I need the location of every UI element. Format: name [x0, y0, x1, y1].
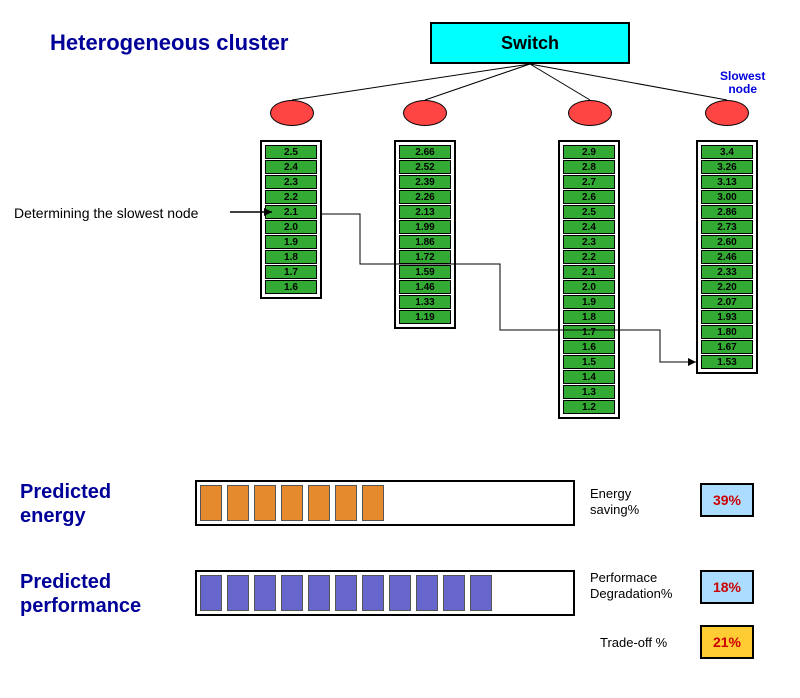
predicted-label: Predictedperformance	[20, 570, 141, 618]
node-column: 3.43.263.133.002.862.732.602.462.332.202…	[696, 140, 758, 374]
value-box: 39%	[700, 483, 754, 517]
freq-cell: 2.8	[563, 160, 615, 174]
freq-cell: 2.73	[701, 220, 753, 234]
freq-cell: 1.72	[399, 250, 451, 264]
freq-cell: 3.13	[701, 175, 753, 189]
node-ellipse	[270, 100, 314, 126]
freq-cell: 3.26	[701, 160, 753, 174]
bar-segment	[227, 575, 249, 611]
freq-cell: 2.07	[701, 295, 753, 309]
freq-cell: 2.60	[701, 235, 753, 249]
freq-cell: 2.4	[265, 160, 317, 174]
node-column: 2.92.82.72.62.52.42.32.22.12.01.91.81.71…	[558, 140, 620, 419]
node-column: 2.662.522.392.262.131.991.861.721.591.46…	[394, 140, 456, 329]
bar-segment	[389, 575, 411, 611]
freq-cell: 1.5	[563, 355, 615, 369]
freq-cell: 2.33	[701, 265, 753, 279]
metric-label: Energysaving%	[590, 486, 639, 517]
value-box: 18%	[700, 570, 754, 604]
freq-cell: 2.2	[265, 190, 317, 204]
progress-bar	[195, 480, 575, 526]
freq-cell: 1.46	[399, 280, 451, 294]
freq-cell: 2.86	[701, 205, 753, 219]
freq-cell: 1.8	[563, 310, 615, 324]
freq-cell: 1.4	[563, 370, 615, 384]
bar-segment	[308, 575, 330, 611]
freq-cell: 1.6	[265, 280, 317, 294]
freq-cell: 2.46	[701, 250, 753, 264]
value-box: 21%	[700, 625, 754, 659]
freq-cell: 1.80	[701, 325, 753, 339]
freq-cell: 1.9	[265, 235, 317, 249]
slowest-node-label: Slowestnode	[720, 70, 765, 96]
bar-segment	[335, 485, 357, 521]
freq-cell: 2.39	[399, 175, 451, 189]
bar-segment	[416, 575, 438, 611]
freq-cell: 3.4	[701, 145, 753, 159]
bar-segment	[308, 485, 330, 521]
bar-segment	[281, 575, 303, 611]
freq-cell: 2.0	[265, 220, 317, 234]
freq-cell: 2.52	[399, 160, 451, 174]
tradeoff-label: Trade-off %	[600, 635, 667, 651]
freq-cell: 1.59	[399, 265, 451, 279]
freq-cell: 2.3	[265, 175, 317, 189]
bar-segment	[200, 575, 222, 611]
freq-cell: 1.3	[563, 385, 615, 399]
bar-segment	[362, 575, 384, 611]
title: Heterogeneous cluster	[50, 30, 288, 56]
bar-segment	[227, 485, 249, 521]
freq-cell: 2.20	[701, 280, 753, 294]
freq-cell: 2.13	[399, 205, 451, 219]
freq-cell: 1.93	[701, 310, 753, 324]
freq-cell: 2.26	[399, 190, 451, 204]
bar-segment	[200, 485, 222, 521]
progress-bar	[195, 570, 575, 616]
freq-cell: 2.7	[563, 175, 615, 189]
freq-cell: 1.2	[563, 400, 615, 414]
switch-box: Switch	[430, 22, 630, 64]
bar-segment	[335, 575, 357, 611]
bar-segment	[362, 485, 384, 521]
freq-cell: 1.99	[399, 220, 451, 234]
freq-cell: 1.19	[399, 310, 451, 324]
freq-cell: 2.2	[563, 250, 615, 264]
node-ellipse	[705, 100, 749, 126]
freq-cell: 2.4	[563, 220, 615, 234]
metric-label: PerformaceDegradation%	[590, 570, 672, 601]
freq-cell: 2.1	[563, 265, 615, 279]
freq-cell: 1.67	[701, 340, 753, 354]
predicted-label: Predictedenergy	[20, 480, 111, 528]
freq-cell: 1.7	[265, 265, 317, 279]
freq-cell: 1.6	[563, 340, 615, 354]
freq-cell: 2.3	[563, 235, 615, 249]
freq-cell: 2.0	[563, 280, 615, 294]
node-ellipse	[403, 100, 447, 126]
node-ellipse	[568, 100, 612, 126]
freq-cell: 2.5	[265, 145, 317, 159]
bar-segment	[254, 575, 276, 611]
freq-cell: 2.6	[563, 190, 615, 204]
node-column: 2.52.42.32.22.12.01.91.81.71.6	[260, 140, 322, 299]
freq-cell: 2.1	[265, 205, 317, 219]
freq-cell: 2.9	[563, 145, 615, 159]
freq-cell: 1.33	[399, 295, 451, 309]
bar-segment	[254, 485, 276, 521]
freq-cell: 1.7	[563, 325, 615, 339]
freq-cell: 1.9	[563, 295, 615, 309]
freq-cell: 1.53	[701, 355, 753, 369]
freq-cell: 2.66	[399, 145, 451, 159]
bar-segment	[470, 575, 492, 611]
freq-cell: 1.86	[399, 235, 451, 249]
freq-cell: 1.8	[265, 250, 317, 264]
freq-cell: 2.5	[563, 205, 615, 219]
bar-segment	[281, 485, 303, 521]
freq-cell: 3.00	[701, 190, 753, 204]
bar-segment	[443, 575, 465, 611]
determining-label: Determining the slowest node	[14, 205, 198, 221]
